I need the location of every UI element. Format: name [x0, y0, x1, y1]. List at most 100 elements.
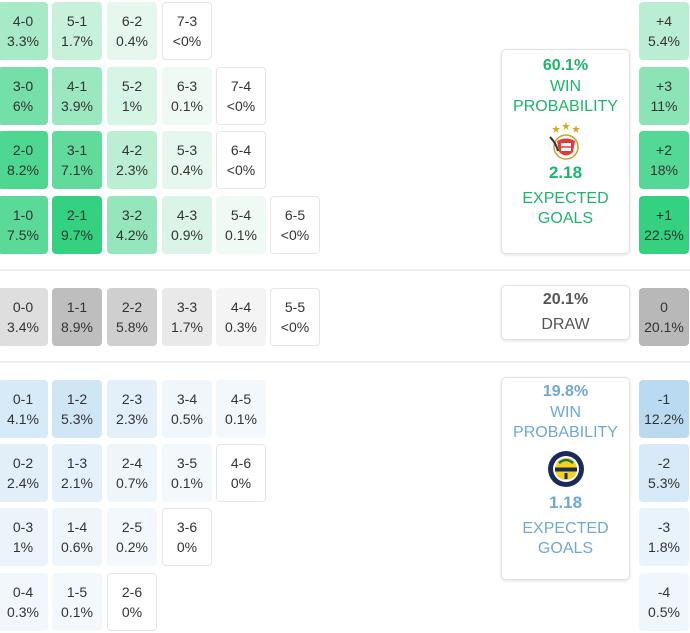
score-cell-away-4-6[interactable]: 4-6 0% — [216, 444, 266, 502]
score-cell-away-2-5[interactable]: 2-5 0.2% — [107, 508, 157, 566]
cell-score: 5-3 — [176, 142, 198, 158]
score-cell-home-7-3[interactable]: 7-3 <0% — [162, 2, 212, 60]
score-cell-draw-3-3[interactable]: 3-3 1.7% — [162, 288, 212, 346]
cell-score: 1-1 — [66, 299, 88, 315]
score-cell-home-5-4[interactable]: 5-4 0.1% — [216, 196, 266, 254]
cell-score: 1-5 — [66, 584, 88, 600]
score-cell-away-2-4[interactable]: 2-4 0.7% — [107, 444, 157, 502]
score-cell-away-3-4[interactable]: 3-4 0.5% — [162, 380, 212, 438]
away-win-probability: 19.8% — [542, 383, 589, 400]
score-cell-home-3-0[interactable]: 3-0 6% — [0, 67, 48, 125]
away-xg-label: EXPECTED GOALS — [522, 520, 609, 557]
cell-probability: 0% — [230, 475, 252, 491]
score-cell-home-2-1[interactable]: 2-1 9.7% — [52, 196, 102, 254]
score-cell-home-6-3[interactable]: 6-3 0.1% — [162, 67, 212, 125]
cell-score: 7-3 — [176, 13, 198, 29]
cell-score: 3-5 — [176, 455, 198, 471]
score-cell-away-3-5[interactable]: 3-5 0.1% — [162, 444, 212, 502]
margin-cell--1[interactable]: -1 12.2% — [639, 380, 689, 438]
score-cell-home-5-2[interactable]: 5-2 1% — [107, 67, 157, 125]
score-cell-home-7-4[interactable]: 7-4 <0% — [216, 67, 266, 125]
cell-probability: 1% — [121, 98, 143, 114]
cell-probability: 0.2% — [116, 539, 148, 555]
score-cell-home-1-0[interactable]: 1-0 7.5% — [0, 196, 48, 254]
score-cell-away-4-5[interactable]: 4-5 0.1% — [216, 380, 266, 438]
cell-probability: 0.6% — [61, 539, 93, 555]
cell-probability: 2.3% — [116, 411, 148, 427]
cell-score: 0-0 — [12, 299, 34, 315]
cell-score: 2-0 — [12, 142, 34, 158]
score-cell-away-0-1[interactable]: 0-1 4.1% — [0, 380, 48, 438]
cell-probability: 0% — [176, 539, 198, 555]
cell-score: 3-4 — [176, 391, 198, 407]
score-cell-home-4-0[interactable]: 4-0 3.3% — [0, 2, 48, 60]
margin-cell-+2[interactable]: +2 18% — [639, 131, 689, 189]
cell-probability: 1% — [12, 539, 34, 555]
margin-cell--3[interactable]: -3 1.8% — [639, 508, 689, 566]
cell-score: 4-5 — [230, 391, 252, 407]
cell-probability: 0.1% — [61, 604, 93, 620]
score-cell-home-6-4[interactable]: 6-4 <0% — [216, 131, 266, 189]
score-cell-away-2-3[interactable]: 2-3 2.3% — [107, 380, 157, 438]
score-cell-home-4-3[interactable]: 4-3 0.9% — [162, 196, 212, 254]
score-cell-away-1-2[interactable]: 1-2 5.3% — [52, 380, 102, 438]
cell-probability: 0.3% — [7, 604, 39, 620]
score-cell-home-4-1[interactable]: 4-1 3.9% — [52, 67, 102, 125]
divider-bottom — [0, 361, 690, 363]
away-expected-goals: 1.18 — [548, 493, 583, 512]
score-cell-draw-2-2[interactable]: 2-2 5.8% — [107, 288, 157, 346]
score-cell-draw-5-5[interactable]: 5-5 <0% — [270, 288, 320, 346]
score-cell-home-3-1[interactable]: 3-1 7.1% — [52, 131, 102, 189]
cell-score: 1-0 — [12, 207, 34, 223]
cell-score: 2-6 — [121, 584, 143, 600]
cell-score: 2-2 — [121, 299, 143, 315]
score-cell-home-5-3[interactable]: 5-3 0.4% — [162, 131, 212, 189]
cell-score: 3-6 — [176, 519, 198, 535]
cell-score: 0-1 — [12, 391, 34, 407]
score-cell-away-3-6[interactable]: 3-6 0% — [162, 508, 212, 566]
margin-cell--4[interactable]: -4 0.5% — [639, 573, 689, 631]
cell-probability: 5.3% — [648, 475, 680, 491]
score-cell-draw-4-4[interactable]: 4-4 0.3% — [216, 288, 266, 346]
home-win-label: WIN PROBABILITY — [513, 78, 618, 115]
cell-score: -1 — [657, 391, 671, 407]
score-cell-home-5-1[interactable]: 5-1 1.7% — [52, 2, 102, 60]
margin-cell-draw[interactable]: 0 20.1% — [639, 288, 689, 346]
margin-cell-+4[interactable]: +4 5.4% — [639, 2, 689, 60]
home-summary-card: 60.1% WIN PROBABILITY 2.18 EXPECTED GOAL… — [501, 49, 630, 254]
cell-score: 2-1 — [66, 207, 88, 223]
cell-probability: <0% — [226, 162, 256, 178]
score-cell-away-0-3[interactable]: 0-3 1% — [0, 508, 48, 566]
cell-probability: 8.2% — [7, 162, 39, 178]
score-cell-home-2-0[interactable]: 2-0 8.2% — [0, 131, 48, 189]
score-cell-draw-1-1[interactable]: 1-1 8.9% — [52, 288, 102, 346]
cell-score: 1-4 — [66, 519, 88, 535]
cell-probability: <0% — [280, 227, 310, 243]
score-cell-away-0-4[interactable]: 0-4 0.3% — [0, 573, 48, 631]
cell-probability: 4.1% — [7, 411, 39, 427]
cell-probability: 7.5% — [7, 227, 39, 243]
score-cell-home-6-2[interactable]: 6-2 0.4% — [107, 2, 157, 60]
benfica-crest-icon — [548, 122, 580, 160]
cell-score: 3-0 — [12, 78, 34, 94]
cell-score: -3 — [657, 519, 671, 535]
score-cell-home-6-5[interactable]: 6-5 <0% — [270, 196, 320, 254]
cell-score: 4-4 — [230, 299, 252, 315]
score-cell-away-1-5[interactable]: 1-5 0.1% — [52, 573, 102, 631]
score-cell-away-0-2[interactable]: 0-2 2.4% — [0, 444, 48, 502]
cell-probability: 0.7% — [116, 475, 148, 491]
cell-probability: 1.8% — [648, 539, 680, 555]
margin-cell--2[interactable]: -2 5.3% — [639, 444, 689, 502]
cell-probability: 0.3% — [225, 319, 257, 335]
cell-probability: 22.5% — [644, 227, 684, 243]
score-cell-home-4-2[interactable]: 4-2 2.3% — [107, 131, 157, 189]
score-cell-away-2-6[interactable]: 2-6 0% — [107, 573, 157, 631]
score-cell-draw-0-0[interactable]: 0-0 3.4% — [0, 288, 48, 346]
cell-probability: 2.1% — [61, 475, 93, 491]
score-cell-away-1-4[interactable]: 1-4 0.6% — [52, 508, 102, 566]
score-cell-away-1-3[interactable]: 1-3 2.1% — [52, 444, 102, 502]
margin-cell-+1[interactable]: +1 22.5% — [639, 196, 689, 254]
cell-probability: 0.1% — [171, 98, 203, 114]
margin-cell-+3[interactable]: +3 11% — [639, 67, 689, 125]
score-cell-home-3-2[interactable]: 3-2 4.2% — [107, 196, 157, 254]
